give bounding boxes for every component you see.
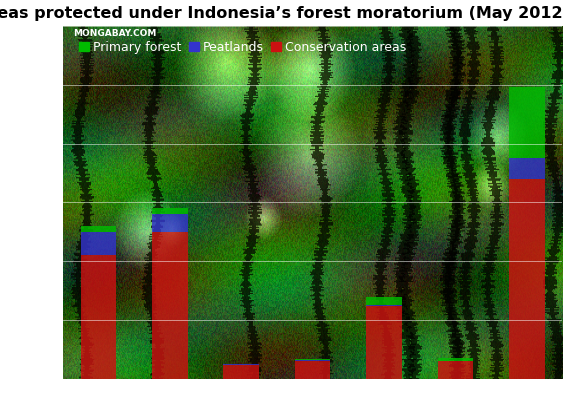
Bar <box>223 365 259 379</box>
Bar <box>81 226 116 232</box>
Title: Areas protected under Indonesia’s forest moratorium (May 2012 revision): Areas protected under Indonesia’s forest… <box>0 6 568 21</box>
Bar <box>366 306 402 379</box>
Bar <box>295 359 331 360</box>
Bar <box>152 232 187 379</box>
Bar <box>81 232 116 255</box>
Legend: Primary forest, Peatlands, Conservation areas: Primary forest, Peatlands, Conservation … <box>74 36 411 59</box>
Bar <box>152 214 187 232</box>
Bar <box>437 361 473 379</box>
Bar <box>223 364 259 365</box>
Bar <box>509 179 545 379</box>
Bar <box>295 360 331 361</box>
Bar <box>509 87 545 158</box>
Bar <box>366 305 402 306</box>
Bar <box>509 158 545 179</box>
Bar <box>437 358 473 361</box>
Bar <box>81 255 116 379</box>
Bar <box>295 361 331 379</box>
Text: MONGABAY.COM: MONGABAY.COM <box>73 30 156 38</box>
Bar <box>152 208 187 214</box>
Bar <box>366 297 402 305</box>
